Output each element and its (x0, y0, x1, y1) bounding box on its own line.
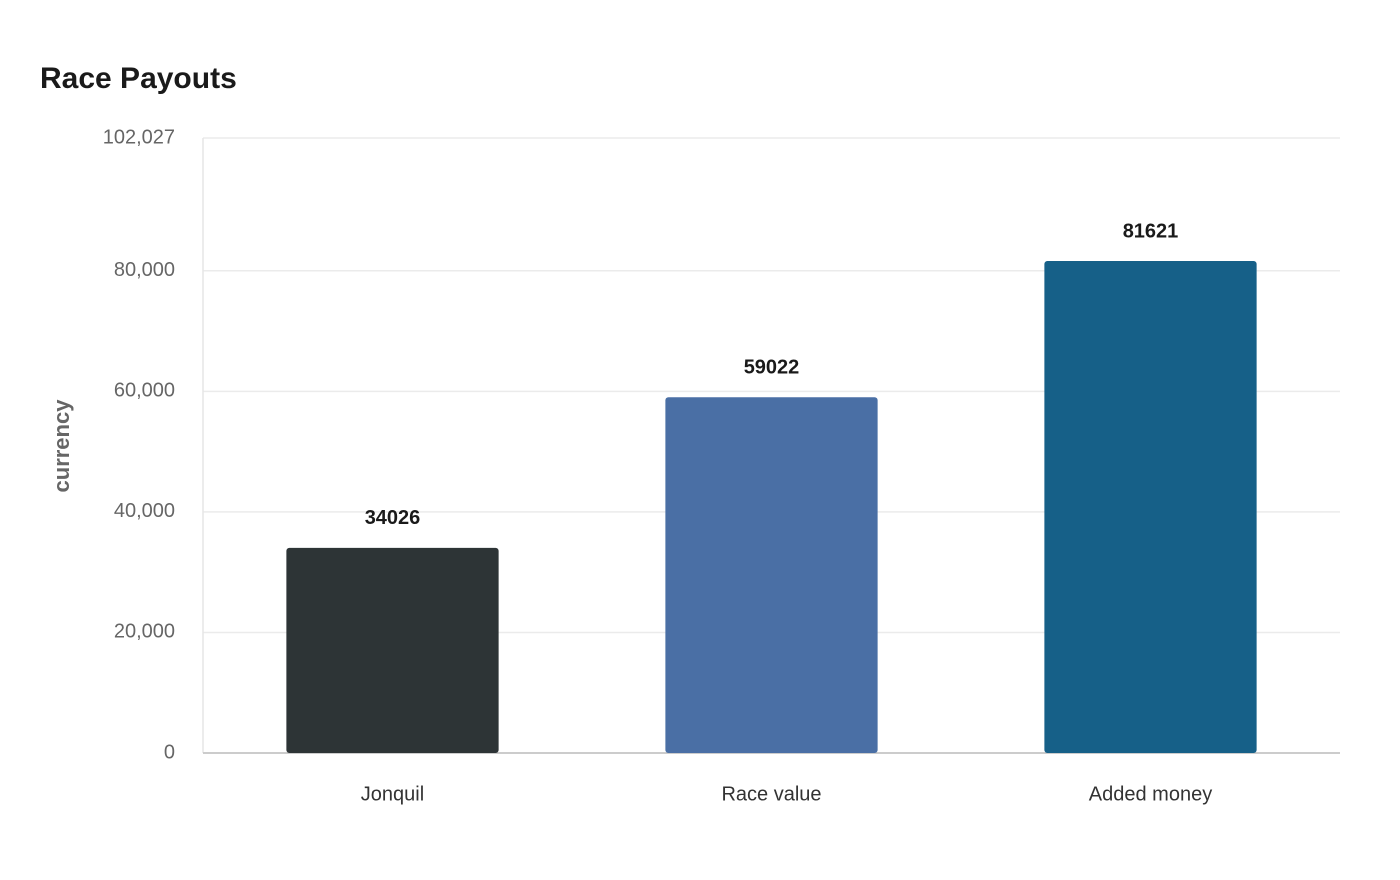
bar (286, 547, 499, 753)
bar (1044, 261, 1257, 753)
value-label: 34026 (365, 507, 421, 529)
y-tick-label: 40,000 (114, 500, 175, 522)
chart-title: Race Payouts (40, 62, 237, 95)
y-axis-title: currency (49, 399, 74, 493)
x-tick-label: Jonquil (361, 783, 424, 805)
value-label: 81621 (1123, 220, 1179, 242)
x-tick-label: Race value (721, 783, 821, 805)
y-tick-label: 0 (164, 741, 175, 763)
y-tick-label: 102,027 (103, 126, 175, 148)
x-tick-label: Added money (1089, 783, 1212, 805)
value-label: 59022 (744, 357, 800, 379)
y-tick-label: 20,000 (114, 621, 175, 643)
y-tick-label: 60,000 (114, 380, 175, 402)
y-tick-label: 80,000 (114, 259, 175, 281)
bar (665, 397, 878, 753)
